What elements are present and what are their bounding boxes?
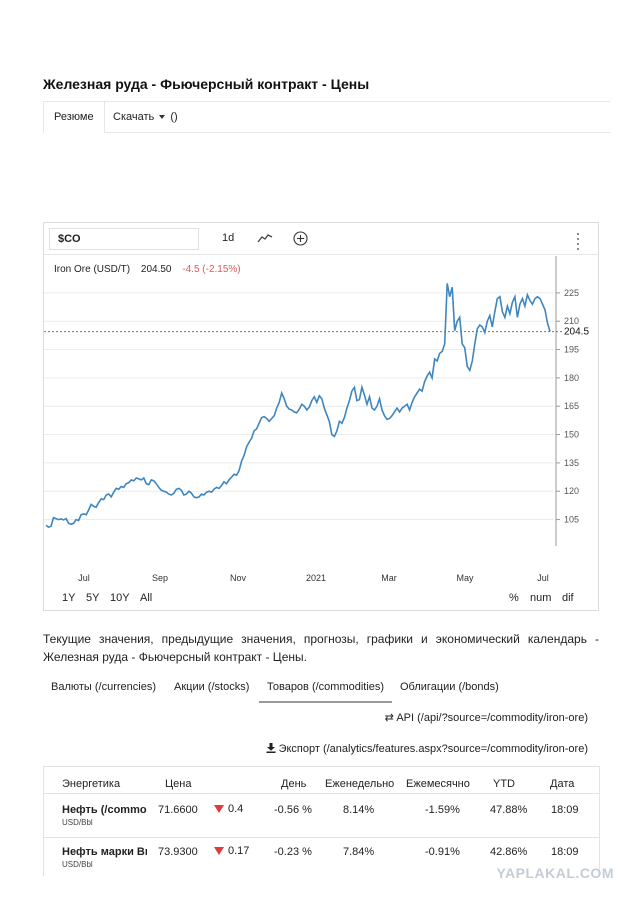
y-tick-label: 180 bbox=[564, 373, 579, 383]
x-tick-label: May bbox=[456, 573, 474, 583]
unit-label: USD/Bbl bbox=[62, 860, 93, 869]
commodity-link[interactable]: Нефть марки Brent bbox=[62, 846, 147, 858]
range-10y-button[interactable]: 10Y bbox=[110, 592, 130, 604]
date-cell: 18:09 bbox=[551, 804, 579, 816]
scale-num-button[interactable]: num bbox=[530, 592, 552, 604]
y-tick-label: 165 bbox=[564, 401, 579, 411]
header-energy[interactable]: Энергетика bbox=[62, 778, 121, 790]
y-tick-label: 210 bbox=[564, 316, 579, 326]
line-chart-icon[interactable] bbox=[257, 232, 273, 244]
page-title: Железная руда - Фьючерсный контракт - Це… bbox=[43, 76, 370, 92]
y-axis-ticks: 105 120 135 150 165 180 195 210 225 bbox=[556, 288, 579, 525]
legend-name: Iron Ore (USD/T) bbox=[54, 264, 130, 275]
day-cell: -0.56 % bbox=[274, 804, 312, 816]
x-tick-label: Jul bbox=[78, 573, 90, 583]
last-price-label: 204.5 bbox=[564, 327, 589, 338]
chart-grid bbox=[44, 292, 554, 521]
monthly-cell: -0.91% bbox=[425, 846, 460, 858]
y-tick-label: 150 bbox=[564, 430, 579, 440]
description-text: Текущие значения, предыдущие значения, п… bbox=[43, 632, 599, 664]
tab-currencies[interactable]: Валюты (/currencies) bbox=[51, 681, 157, 693]
range-bar: 1Y 5Y 10Y All % num dif bbox=[44, 590, 598, 608]
ytd-cell: 42.86% bbox=[490, 846, 528, 858]
range-1y-button[interactable]: 1Y bbox=[62, 592, 76, 604]
y-tick-label: 225 bbox=[564, 288, 579, 298]
export-link[interactable]: Экспорт (/analytics/features.aspx?source… bbox=[266, 743, 588, 755]
legend-change: -4.5 (-2.15%) bbox=[182, 264, 240, 275]
tab-stocks[interactable]: Акции (/stocks) bbox=[174, 681, 250, 693]
commodity-link[interactable]: Нефть (/commodity/crude-oil) bbox=[62, 804, 147, 816]
api-link[interactable]: ⇄ API (/api/?source=/commodity/iron-ore) bbox=[385, 711, 588, 724]
export-link-text: Экспорт (/analytics/features.aspx?source… bbox=[278, 743, 588, 755]
x-axis-labels: Jul Sep Nov 2021 Mar May Jul bbox=[78, 573, 549, 583]
svg-text:Iron Ore (USD/T) 204.50: Iron Ore (USD/T) 204.50 -4.5 (-2.15%) bbox=[54, 264, 241, 275]
down-arrow-icon bbox=[214, 847, 224, 855]
range-5y-button[interactable]: 5Y bbox=[86, 592, 100, 604]
ytd-cell: 47.88% bbox=[490, 804, 528, 816]
tab-resume[interactable]: Резюме bbox=[43, 102, 105, 133]
interval-button[interactable]: 1d bbox=[222, 232, 235, 244]
y-tick-label: 120 bbox=[564, 486, 579, 496]
unit-label: USD/Bbl bbox=[62, 818, 93, 827]
download-dropdown[interactable]: Скачать () bbox=[113, 102, 178, 133]
chart-widget: 1d 105 120 135 150 165 180 195 210 225 Jul Sep Nov… bbox=[43, 222, 599, 611]
api-link-text: API (/api/?source=/commodity/iron-ore) bbox=[396, 712, 588, 724]
price-chart[interactable]: 105 120 135 150 165 180 195 210 225 Jul Sep Nov 202… bbox=[44, 256, 600, 589]
price-cell: 71.6600 bbox=[158, 804, 198, 816]
watermark: YAPLAKAL.COM bbox=[496, 865, 614, 881]
x-tick-label: Mar bbox=[381, 573, 397, 583]
kebab-menu-icon[interactable] bbox=[575, 231, 581, 253]
scale-percent-button[interactable]: % bbox=[509, 592, 519, 604]
y-tick-label: 105 bbox=[564, 515, 579, 525]
download-suffix: () bbox=[170, 111, 178, 123]
symbol-input[interactable] bbox=[49, 228, 199, 250]
x-tick-label: Jul bbox=[537, 573, 549, 583]
range-all-button[interactable]: All bbox=[140, 592, 153, 604]
y-tick-label: 135 bbox=[564, 458, 579, 468]
scale-dif-button[interactable]: dif bbox=[562, 592, 574, 604]
price-cell: 73.9300 bbox=[158, 846, 198, 858]
chart-toolbar: 1d bbox=[44, 223, 598, 255]
tab-commodities[interactable]: Товаров (/commodities) bbox=[259, 674, 393, 703]
header-monthly[interactable]: Ежемесячно bbox=[406, 778, 470, 790]
x-tick-label: Sep bbox=[152, 573, 168, 583]
y-tick-label: 195 bbox=[564, 345, 579, 355]
header-ytd[interactable]: YTD bbox=[493, 778, 515, 790]
weekly-cell: 7.84% bbox=[343, 846, 375, 858]
swap-arrows-icon: ⇄ bbox=[384, 712, 394, 724]
download-icon bbox=[266, 743, 276, 753]
tab-bonds[interactable]: Облигации (/bonds) bbox=[400, 681, 499, 693]
header-weekly[interactable]: Еженедельно bbox=[325, 778, 395, 790]
download-label: Скачать bbox=[113, 111, 155, 123]
caret-down-icon bbox=[159, 115, 166, 120]
category-tabs: Валюты (/currencies) Акции (/stocks) Тов… bbox=[43, 674, 599, 703]
x-tick-label: Nov bbox=[230, 573, 247, 583]
table-row: Нефть (/commodity/crude-oil) USD/Bbl 71.… bbox=[44, 793, 599, 831]
date-cell: 18:09 bbox=[551, 846, 579, 858]
table-row: Нефть марки Brent USD/Bbl 73.9300 0.17 -… bbox=[44, 837, 599, 875]
monthly-cell: -1.59% bbox=[425, 804, 460, 816]
header-day[interactable]: День bbox=[281, 778, 307, 790]
change-value: 0.17 bbox=[228, 845, 250, 857]
header-date[interactable]: Дата bbox=[550, 778, 575, 790]
change-cell: 0.17 bbox=[214, 845, 249, 857]
header-price[interactable]: Цена bbox=[165, 778, 192, 790]
change-cell: 0.4 bbox=[214, 803, 243, 815]
x-tick-label: 2021 bbox=[306, 573, 326, 583]
change-value: 0.4 bbox=[228, 803, 244, 815]
top-tabs: Резюме Скачать () bbox=[43, 101, 610, 133]
day-cell: -0.23 % bbox=[274, 846, 312, 858]
energy-table: Энергетика Цена День Еженедельно Ежемеся… bbox=[43, 766, 600, 876]
plus-circle-icon[interactable] bbox=[293, 231, 308, 246]
down-arrow-icon bbox=[214, 805, 224, 813]
legend-price: 204.50 bbox=[141, 264, 172, 275]
weekly-cell: 8.14% bbox=[343, 804, 375, 816]
price-series-line bbox=[45, 283, 551, 528]
